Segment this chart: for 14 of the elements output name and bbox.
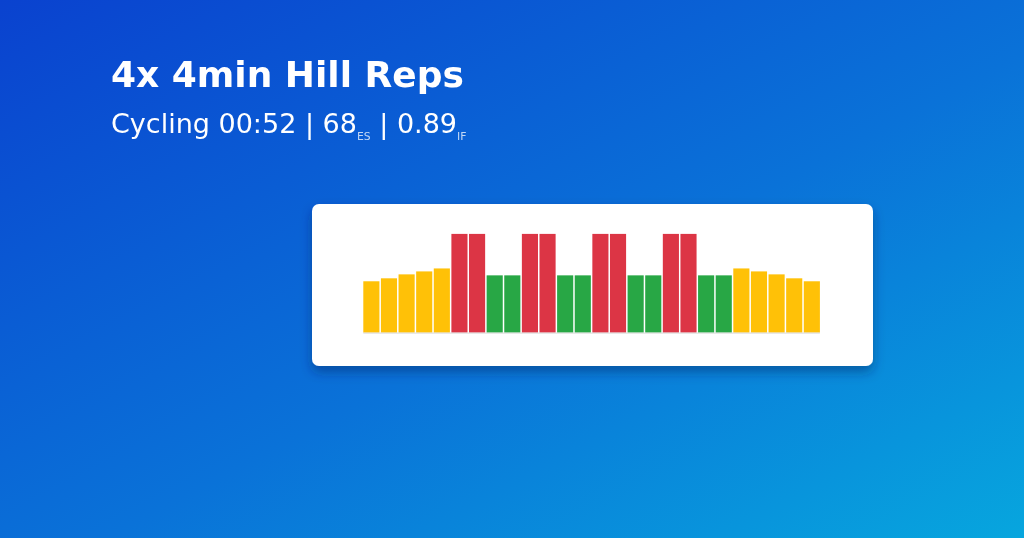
bar: [433, 268, 450, 333]
bar: [557, 275, 574, 333]
bar: [803, 281, 820, 333]
bar: [380, 278, 398, 333]
bar: [574, 275, 591, 333]
chart-subtitle: Cycling 00:52 | 68$_{ES}$ | 0.89$_{IF}$: [111, 108, 467, 143]
bar: [698, 275, 715, 333]
bar: [609, 233, 627, 333]
bar: [733, 268, 750, 333]
bar: [715, 275, 732, 333]
bar: [363, 281, 380, 333]
chart-title: 4x 4min Hill Reps: [111, 54, 464, 95]
bar: [592, 233, 609, 333]
bar: [750, 271, 768, 333]
